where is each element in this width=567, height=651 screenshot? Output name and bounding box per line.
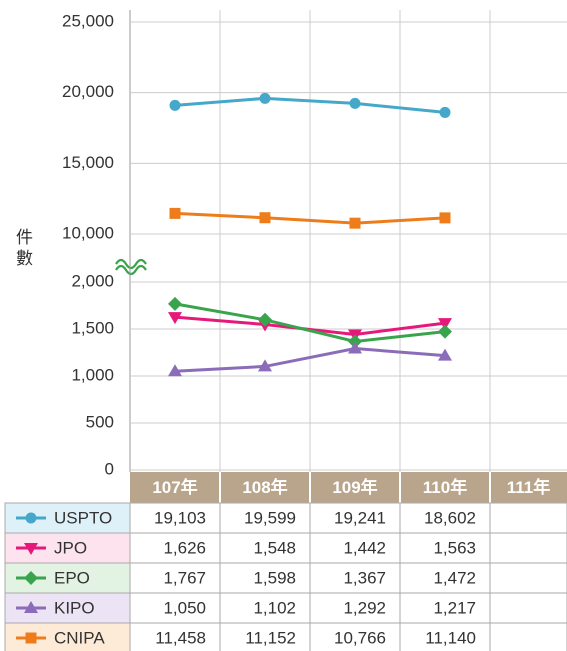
table-cell — [309, 622, 401, 651]
table-value: 1,292 — [343, 598, 386, 617]
marker — [439, 106, 451, 118]
table-cell — [219, 562, 311, 594]
marker — [169, 99, 181, 111]
y-tick-label: 20,000 — [62, 82, 114, 101]
table-value: 1,548 — [253, 538, 296, 557]
table-value: 1,563 — [433, 538, 476, 557]
y-axis-label: 件數 — [13, 228, 32, 270]
legend-label: EPO — [54, 568, 90, 587]
y-tick-label: 25,000 — [62, 11, 114, 30]
legend-marker — [25, 632, 37, 644]
y-tick-label: 2,000 — [71, 271, 114, 290]
table-value: 18,602 — [424, 508, 476, 527]
legend-marker — [24, 543, 38, 555]
x-tick-label: 109年 — [332, 477, 377, 497]
table-cell — [309, 502, 401, 534]
table-cell — [399, 622, 491, 651]
y-tick-label: 15,000 — [62, 153, 114, 172]
table-value: 1,472 — [433, 568, 476, 587]
series-line — [174, 211, 446, 225]
table-cell — [219, 532, 311, 564]
x-tick-label: 108年 — [242, 477, 287, 497]
table-cell — [399, 592, 491, 624]
table-cell — [489, 562, 567, 594]
legend-label: JPO — [54, 538, 87, 557]
series-line — [174, 347, 446, 373]
table-value: 11,458 — [155, 628, 206, 647]
legend-label: USPTO — [54, 508, 112, 527]
table-value: 1,442 — [343, 538, 386, 557]
marker — [258, 312, 272, 327]
table-value: 19,103 — [154, 508, 206, 527]
header-row — [130, 472, 567, 503]
table-value: 1,102 — [253, 598, 296, 617]
table-cell — [489, 532, 567, 564]
table-value: 1,598 — [253, 568, 296, 587]
legend-label: KIPO — [54, 598, 95, 617]
table-cell — [219, 502, 311, 534]
table-cell — [129, 622, 221, 651]
table-cell — [489, 592, 567, 624]
table-value: 19,241 — [334, 508, 386, 527]
table-cell — [489, 622, 567, 651]
table-cell — [219, 622, 311, 651]
marker — [168, 312, 182, 325]
y-tick-label: 10,000 — [62, 223, 114, 242]
marker — [438, 318, 452, 331]
y-tick-label: 0 — [105, 459, 114, 478]
marker — [168, 296, 182, 311]
table-value: 11,140 — [425, 628, 476, 647]
table-cell — [489, 502, 567, 534]
table-cell — [309, 562, 401, 594]
series-line — [174, 302, 446, 344]
table-value: 11,152 — [245, 628, 296, 647]
marker — [438, 324, 452, 339]
legend-marker — [24, 601, 38, 613]
y-tick-label: 500 — [86, 412, 114, 431]
table-cell — [129, 502, 221, 534]
table-cell — [129, 592, 221, 624]
table-value: 1,050 — [163, 598, 206, 617]
series-line — [174, 96, 446, 114]
marker — [258, 359, 272, 372]
legend-label: CNIPA — [54, 628, 105, 647]
marker — [439, 212, 451, 224]
table-value: 1,367 — [343, 568, 386, 587]
marker — [168, 364, 182, 377]
marker — [348, 334, 362, 349]
table-cell — [309, 592, 401, 624]
marker — [259, 212, 271, 224]
table-cell — [399, 562, 491, 594]
table-value: 1,626 — [163, 538, 206, 557]
table-value: 1,767 — [163, 568, 206, 587]
table-cell — [219, 592, 311, 624]
x-tick-label: 107年 — [152, 477, 197, 497]
y-tick-label: 1,500 — [71, 318, 114, 337]
marker — [348, 341, 362, 354]
legend-marker — [25, 512, 37, 524]
axis-break — [115, 258, 147, 276]
legend-marker — [24, 571, 38, 585]
y-tick-label: 1,000 — [71, 365, 114, 384]
table-value: 19,599 — [244, 508, 296, 527]
x-tick-label: 110年 — [423, 477, 467, 497]
table-value: 10,766 — [334, 628, 386, 647]
x-tick-label: 111年 — [507, 477, 551, 497]
table-value: 1,217 — [433, 598, 476, 617]
marker — [169, 207, 181, 219]
marker — [259, 92, 271, 104]
marker — [438, 348, 452, 361]
marker — [349, 217, 361, 229]
marker — [349, 97, 361, 109]
